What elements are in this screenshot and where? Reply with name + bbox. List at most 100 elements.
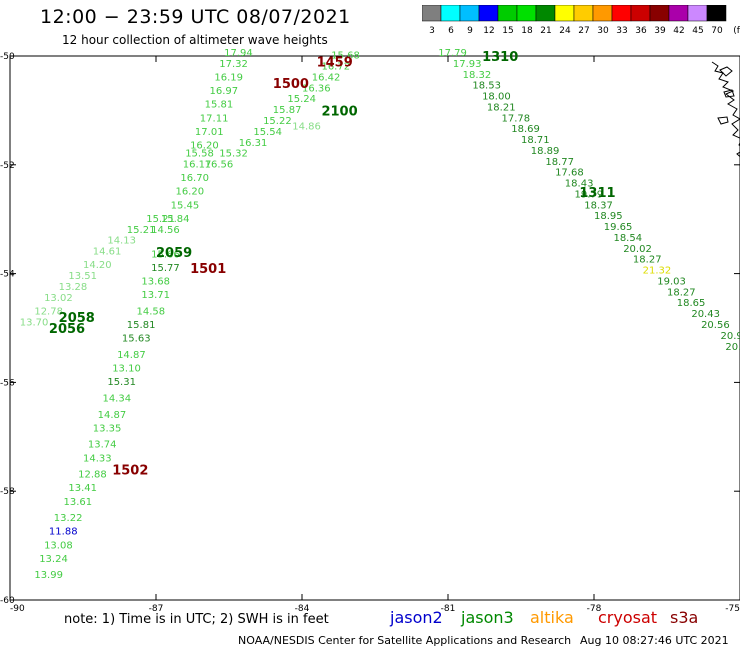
color-bar-label: 45 (692, 26, 704, 36)
color-bar-label: 15 (502, 26, 514, 36)
wave-height-value: 20.43 (691, 309, 720, 320)
wave-height-value: 15.45 (171, 200, 200, 211)
wave-height-value: 20.02 (623, 244, 652, 255)
wave-height-value: 16.19 (214, 72, 243, 83)
x-tick-label: -90 (10, 604, 25, 614)
wave-height-value: 17.93 (453, 59, 482, 70)
wave-height-value: 15.32 (219, 149, 248, 160)
wave-height-value: 15.84 (161, 214, 190, 225)
pass-time-label: 1311 (579, 186, 615, 201)
x-tick-label: -84 (295, 604, 310, 614)
color-bar-swatches (421, 4, 727, 22)
wave-height-value: 15.63 (122, 334, 151, 345)
legend-jason3: jason3 (461, 608, 514, 627)
coastline (711, 61, 740, 166)
wave-height-value: 14.34 (102, 393, 131, 404)
wave-height-value: 15.22 (263, 116, 292, 127)
wave-height-value: 15.31 (107, 377, 136, 388)
wave-height-value: 16.70 (180, 173, 209, 184)
wave-height-value: 13.71 (141, 290, 170, 301)
wave-height-value: 12.78 (34, 306, 63, 317)
color-bar-label: 30 (597, 26, 609, 36)
pass-time-label: 2056 (49, 322, 85, 337)
wave-height-value: 18.32 (463, 70, 492, 81)
wave-height-value: 15.21 (127, 225, 156, 236)
color-bar-label: 9 (467, 26, 473, 36)
wave-height-value: 14.61 (93, 247, 122, 258)
wave-height-value: 13.99 (34, 570, 63, 581)
color-bar-label: 42 (673, 26, 685, 36)
wave-height-value: 15.24 (287, 94, 316, 105)
wave-height-value: 14.56 (151, 225, 180, 236)
wave-height-value: 18.27 (633, 255, 662, 266)
color-bar-label: 3 (429, 26, 435, 36)
coastline-path (711, 61, 740, 166)
wave-height-value: 19.79 (575, 189, 604, 200)
wave-height-value: 17.32 (219, 59, 248, 70)
wave-height-value: 20.86 (725, 342, 740, 353)
pass-time-label: 1502 (112, 463, 148, 478)
wave-height-value: 17.94 (224, 48, 253, 59)
wave-height-value: 16.42 (312, 72, 341, 83)
wave-height-value: 13.28 (59, 282, 88, 293)
wave-height-value: 15.77 (151, 263, 180, 274)
wave-height-value: 17.01 (195, 127, 224, 138)
wave-height-value: 20.56 (701, 320, 730, 331)
footer-timestamp: Aug 10 08:27:46 UTC 2021 (580, 634, 729, 647)
wave-height-value: 15.68 (331, 51, 360, 62)
color-bar-label: 36 (635, 26, 647, 36)
footer-credit: NOAA/NESDIS Center for Satellite Applica… (238, 634, 572, 647)
wave-height-value: 13.35 (93, 423, 122, 434)
pass-time-label: 2058 (59, 311, 95, 326)
wave-height-value: 17.68 (555, 168, 584, 179)
wave-height-value: 14.20 (83, 260, 112, 271)
map-frame (9, 55, 740, 601)
wave-height-value: 18.21 (487, 102, 516, 113)
wave-height-value: 18.65 (677, 298, 706, 309)
wave-height-value: 15.66 (151, 249, 180, 260)
color-bar-label: 33 (616, 26, 628, 36)
wave-height-value: 18.77 (545, 157, 574, 168)
color-bar-label: 24 (559, 26, 571, 36)
y-tick-label: -60 (0, 596, 15, 606)
wave-height-value: 13.10 (112, 364, 141, 375)
wave-height-value: 21.32 (643, 266, 672, 277)
pass-time-label: 1500 (273, 77, 309, 92)
pass-time-label: 1310 (482, 50, 518, 65)
map-title: 12:00 − 23:59 UTC 08/07/2021 (40, 6, 351, 28)
color-bar-label: 70 (711, 26, 723, 36)
wave-height-value: 16.72 (321, 62, 350, 73)
y-tick-label: -54 (0, 270, 15, 280)
color-bar-label: 12 (483, 26, 495, 36)
wave-height-value: 13.22 (54, 513, 83, 524)
note-text: note: 1) Time is in UTC; 2) SWH is in fe… (64, 612, 329, 627)
x-tick-label: -87 (149, 604, 164, 614)
y-tick-label: -56 (0, 378, 15, 388)
wave-height-value: 13.61 (64, 497, 93, 508)
wave-height-value: 12.88 (78, 470, 107, 481)
wave-height-value: 14.87 (98, 410, 127, 421)
pass-time-label: 2059 (156, 246, 192, 261)
color-swatch (706, 4, 727, 22)
wave-height-value: 18.27 (667, 287, 696, 298)
y-tick-label: -58 (0, 487, 15, 497)
pass-time-label: 1501 (190, 262, 226, 277)
x-tick-label: -81 (441, 604, 456, 614)
wave-height-value: 16.56 (205, 160, 234, 171)
wave-height-value: 13.51 (68, 271, 97, 282)
wave-height-value: 16.36 (302, 83, 331, 94)
wave-height-value: 18.71 (521, 135, 550, 146)
color-bar-label: 27 (578, 26, 590, 36)
wave-height-value: 16.20 (175, 187, 204, 198)
wave-height-value: 13.24 (39, 554, 68, 565)
wave-height-value: 15.21 (146, 214, 175, 225)
color-bar-label: 39 (654, 26, 666, 36)
x-tick-label: -75 (725, 604, 740, 614)
wave-height-value: 18.69 (511, 124, 540, 135)
y-tick-label: -52 (0, 161, 15, 171)
legend-s3a: s3a (670, 608, 699, 627)
wave-height-value: 18.43 (565, 179, 594, 190)
